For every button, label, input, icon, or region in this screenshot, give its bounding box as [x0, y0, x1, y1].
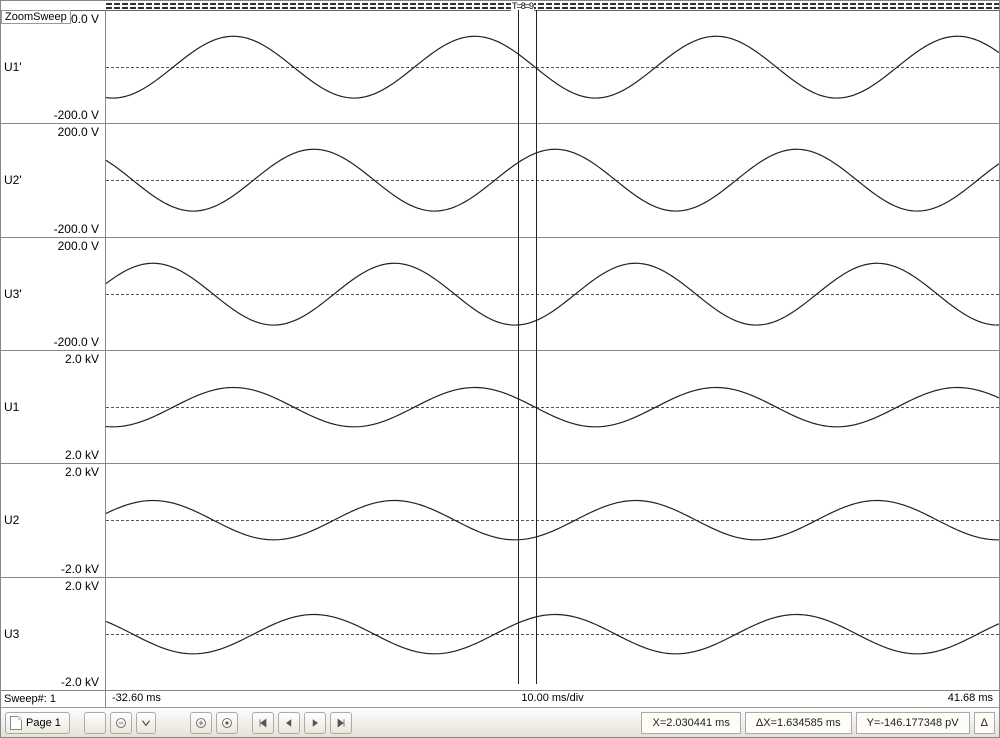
zoom-in-button[interactable] [190, 712, 212, 734]
channel-scale-top: 200.0 V [58, 125, 99, 139]
zoom-dropdown[interactable] [136, 712, 156, 734]
page-icon [10, 716, 22, 730]
go-end-button[interactable] [330, 712, 352, 734]
plus-circle-icon [195, 717, 207, 729]
channel-row: 2.0 kV U2 -2.0 kV [1, 464, 999, 577]
channel-scale-bottom: -200.0 V [54, 222, 99, 236]
play-forward-icon [309, 717, 321, 729]
plot-area[interactable]: 200.0 VU1'-200.0 V200.0 VU2'-200.0 V200.… [1, 11, 999, 690]
channel-labels: 2.0 kV U2 -2.0 kV [1, 464, 106, 576]
page-label: Page 1 [26, 717, 61, 729]
waveform-svg [106, 124, 999, 236]
channel-scale-top: 2.0 kV [65, 579, 99, 593]
channel-row: 2.0 kV U3 -2.0 kV [1, 578, 999, 690]
channel-labels: 2.0 kV U3 -2.0 kV [1, 578, 106, 690]
waveform-svg [106, 238, 999, 350]
time-axis-left: -32.60 ms [112, 692, 161, 704]
channel-name-label: U1' [4, 60, 22, 74]
channel-waveform[interactable] [106, 351, 999, 463]
channel-name-label: U3 [4, 627, 19, 641]
readout-x: X=2.030441 ms [641, 712, 740, 734]
channel-scale-top: 2.0 kV [65, 465, 99, 479]
minus-circle-icon [115, 717, 127, 729]
channel-name-label: U2 [4, 513, 19, 527]
channel-waveform[interactable] [106, 124, 999, 236]
channel-name-label: U1 [4, 400, 19, 414]
skip-back-icon [257, 717, 269, 729]
channel-row: 200.0 V U3' -200.0 V [1, 238, 999, 351]
channel-waveform[interactable] [106, 238, 999, 350]
toolbar: Page 1 X=2.030441 ms ΔX=1.634585 ms Y=-1… [1, 707, 999, 737]
skip-forward-icon [335, 717, 347, 729]
time-axis-right: 41.68 ms [948, 692, 993, 704]
channel-scale-bottom: -2.0 kV [61, 675, 99, 689]
channel-scale-bottom: 2.0 kV [65, 448, 99, 462]
fit-button[interactable] [216, 712, 238, 734]
zoom-out-button[interactable] [110, 712, 132, 734]
channel-labels: 200.0 VU1'-200.0 V [1, 11, 106, 123]
channel-name-label: U3' [4, 287, 22, 301]
time-axis: Sweep#: 1 -32.60 ms 10.00 ms/div 41.68 m… [1, 690, 999, 707]
channel-waveform[interactable] [106, 11, 999, 123]
waveform-svg [106, 464, 999, 576]
waveform-svg [106, 578, 999, 690]
channel-scale-bottom: -200.0 V [54, 335, 99, 349]
waveform-svg [106, 11, 999, 123]
page-tab[interactable]: Page 1 [5, 712, 70, 734]
waveform-svg [106, 351, 999, 463]
channel-waveform[interactable] [106, 578, 999, 690]
zoom-mode-label: ZoomSweep [1, 10, 71, 24]
trigger-bar: T=8=9 [1, 1, 999, 11]
time-axis-scale: 10.00 ms/div [521, 692, 583, 704]
channel-name-label: U2' [4, 173, 22, 187]
channel-row: 200.0 VU1'-200.0 V [1, 11, 999, 124]
readout-dy: Δ [974, 712, 995, 734]
cursor-line-2[interactable] [536, 10, 537, 684]
channel-labels: 200.0 V U3' -200.0 V [1, 238, 106, 350]
step-back-button[interactable] [278, 712, 300, 734]
channel-scale-top: 2.0 kV [65, 352, 99, 366]
sweep-number-label: Sweep#: 1 [1, 691, 106, 707]
play-back-icon [283, 717, 295, 729]
channel-labels: 200.0 V U2' -200.0 V [1, 124, 106, 236]
channel-scale-bottom: -200.0 V [54, 108, 99, 122]
channel-row: 200.0 V U2' -200.0 V [1, 124, 999, 237]
chevron-down-icon [140, 717, 152, 729]
channel-waveform[interactable] [106, 464, 999, 576]
channel-scale-top: 200.0 V [58, 239, 99, 253]
trigger-marker: T=8=9 [511, 1, 534, 11]
cursor-line-1[interactable] [518, 10, 519, 684]
channel-row: 2.0 kV U1 2.0 kV [1, 351, 999, 464]
readout-dx: ΔX=1.634585 ms [745, 712, 852, 734]
go-start-button[interactable] [252, 712, 274, 734]
step-forward-button[interactable] [304, 712, 326, 734]
target-circle-icon [221, 717, 233, 729]
readout-y: Y=-146.177348 pV [856, 712, 970, 734]
channel-scale-bottom: -2.0 kV [61, 562, 99, 576]
channel-labels: 2.0 kV U1 2.0 kV [1, 351, 106, 463]
new-page-button[interactable] [84, 712, 106, 734]
